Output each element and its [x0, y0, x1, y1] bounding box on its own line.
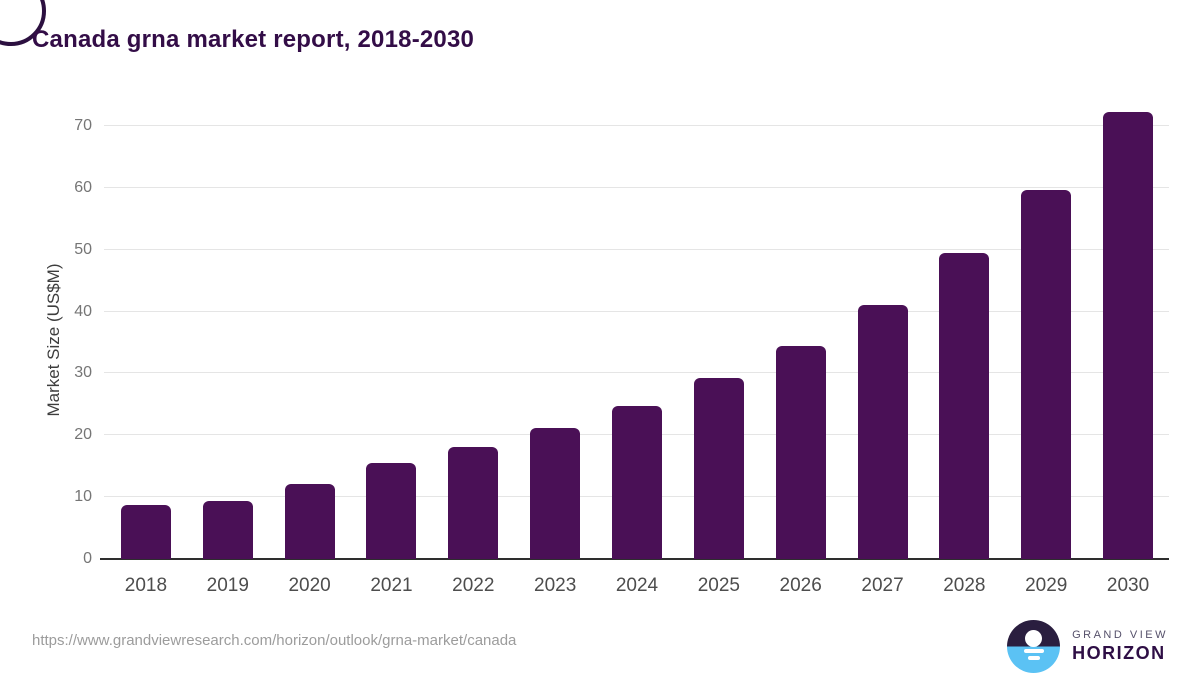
gridline: [104, 186, 1169, 188]
gridline: [104, 248, 1169, 250]
bar-2019: [202, 500, 253, 559]
x-tick-label: 2019: [206, 575, 249, 596]
bar-2027: [857, 304, 908, 559]
bar-slot: 2021: [351, 100, 433, 596]
x-tick-label: 2024: [615, 575, 659, 596]
x-tick-label: 2022: [452, 575, 495, 596]
x-tick-label: 2025: [697, 575, 740, 596]
bars-container: 2018 2019 2020 2021 2022 2023 2024 2025 2026 2027…: [105, 100, 1169, 596]
sun-icon: [1025, 630, 1043, 647]
x-tick-label: 2018: [124, 575, 168, 596]
bar-slot: 2024: [596, 100, 678, 596]
y-tick-label: 30: [74, 364, 92, 382]
x-tick-label: 2029: [1025, 575, 1068, 596]
bar-slot: 2023: [514, 100, 596, 596]
bar-2021: [366, 462, 417, 559]
plot-area: 2018 2019 2020 2021 2022 2023 2024 2025 2026 2027…: [100, 100, 1169, 596]
bar-slot: 2027: [842, 100, 924, 596]
y-tick-label: 60: [74, 178, 92, 196]
x-tick-label: 2020: [288, 575, 331, 596]
bar-2022: [448, 447, 499, 559]
bar-2018: [120, 505, 171, 559]
bar-2028: [939, 252, 990, 559]
y-tick-label: 50: [74, 240, 92, 258]
bar-slot: 2020: [269, 100, 351, 596]
x-axis-line: [100, 558, 1169, 560]
bar-2030: [1103, 111, 1154, 559]
x-tick-label: 2030: [1106, 575, 1150, 596]
x-tick-label: 2023: [534, 575, 577, 596]
bar-slot: 2030: [1087, 100, 1169, 596]
bar-2029: [1021, 190, 1072, 559]
bar-2026: [775, 345, 826, 559]
gridline: [104, 310, 1169, 312]
bar-2020: [284, 484, 335, 559]
brand-logo: GRAND VIEW HORIZON: [1007, 620, 1168, 673]
x-tick-label: 2026: [779, 575, 822, 596]
bar-slot: 2025: [678, 100, 760, 596]
y-tick-label: 40: [74, 302, 92, 320]
source-url: https://www.grandviewresearch.com/horizo…: [32, 632, 517, 649]
x-tick-label: 2021: [370, 575, 413, 596]
x-tick-label: 2028: [943, 575, 986, 596]
bar-2023: [530, 427, 581, 559]
y-tick-label: 70: [74, 116, 92, 134]
horizon-sun-icon: [1007, 620, 1061, 673]
chart-title: Canada grna market report, 2018-2030: [32, 26, 475, 53]
bar-slot: 2018: [105, 100, 187, 596]
y-tick-label: 20: [74, 426, 92, 444]
y-tick-label: 10: [74, 488, 92, 506]
bar-slot: 2029: [1005, 100, 1087, 596]
bar-2025: [693, 378, 744, 559]
logo-text-grand-view: GRAND VIEW: [1072, 629, 1168, 641]
bar-2024: [611, 406, 662, 559]
bar-slot: 2019: [187, 100, 269, 596]
bar-slot: 2022: [432, 100, 514, 596]
gridline: [104, 372, 1169, 374]
gridline: [104, 124, 1169, 126]
bar-slot: 2028: [923, 100, 1005, 596]
bar-slot: 2026: [760, 100, 842, 596]
x-tick-label: 2027: [861, 575, 904, 596]
y-axis-tick-labels: 0 10 20 30 40 50 60 70: [40, 100, 92, 567]
sun-reflection-line: [1023, 649, 1044, 653]
logo-text-horizon: HORIZON: [1072, 643, 1166, 663]
logo-text: GRAND VIEW HORIZON: [1072, 629, 1168, 664]
sun-reflection-line: [1027, 656, 1040, 660]
y-tick-label: 0: [83, 550, 92, 567]
